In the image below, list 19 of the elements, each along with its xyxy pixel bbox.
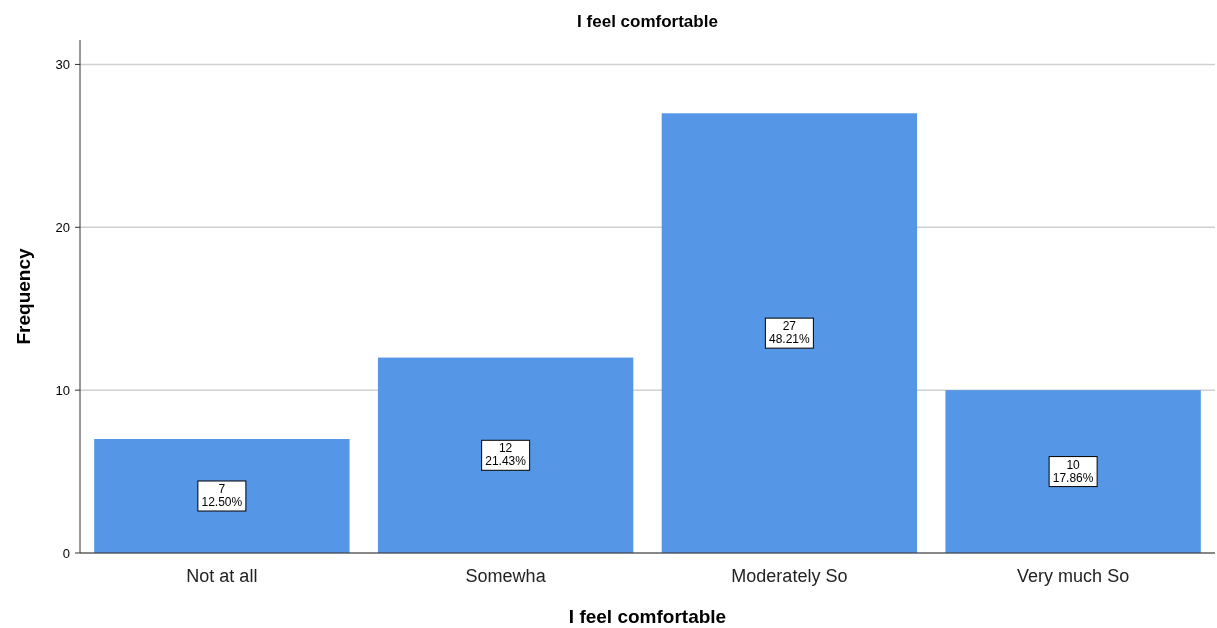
bar: [377, 357, 634, 553]
x-tick-label: Not at all: [186, 566, 258, 586]
x-axis-title: I feel comfortable: [568, 606, 727, 627]
data-label: 7 12.50%: [201, 482, 243, 509]
data-label: 10 17.86%: [1052, 457, 1094, 485]
y-tick-label: 30: [55, 56, 70, 72]
bar: [661, 113, 918, 553]
bar: [945, 390, 1201, 553]
y-tick-label: 10: [55, 382, 70, 398]
y-axis-title: Frequency: [13, 248, 34, 345]
chart-title: I feel comfortable: [577, 12, 718, 31]
x-tick-label: Very much So: [1017, 566, 1130, 586]
x-tick-label: Moderately So: [731, 566, 848, 586]
x-tick-label: Somewha: [465, 566, 547, 586]
data-label: 12 21.43%: [485, 441, 527, 469]
bar: [94, 439, 350, 553]
y-tick-label: 20: [55, 219, 70, 235]
data-label: 27 48.21%: [769, 319, 811, 347]
y-tick-label: 0: [62, 545, 70, 561]
